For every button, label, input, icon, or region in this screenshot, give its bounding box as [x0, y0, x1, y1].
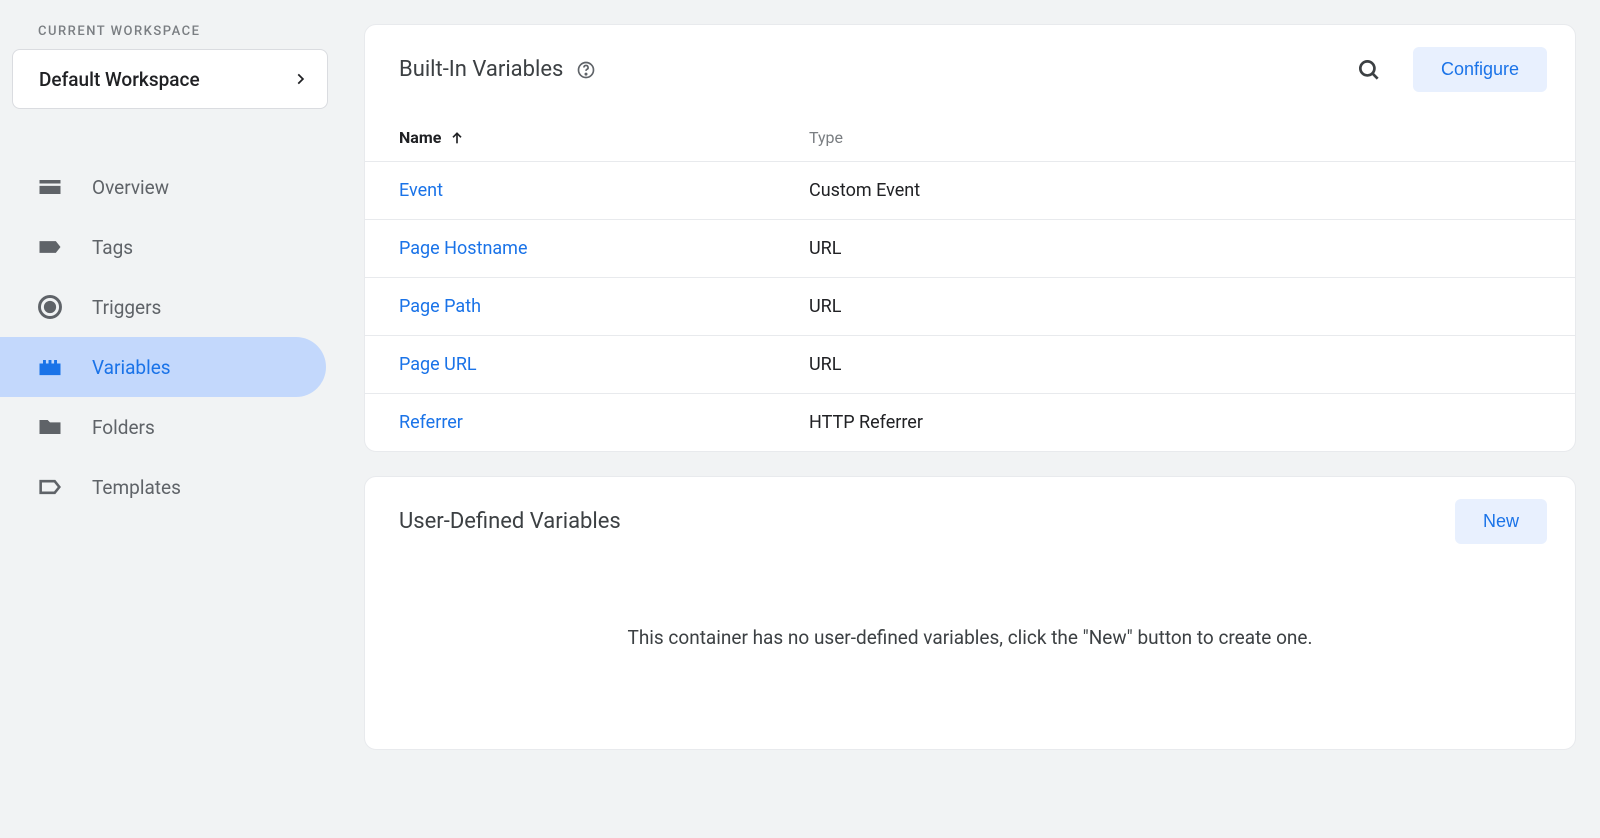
folder-icon: [36, 413, 64, 441]
sidebar-item-label: Folders: [92, 416, 155, 439]
sidebar-item-tags[interactable]: Tags: [0, 217, 326, 277]
trigger-icon: [36, 293, 64, 321]
variable-type: HTTP Referrer: [809, 412, 1541, 433]
column-header-name[interactable]: Name: [399, 128, 809, 147]
workspace-name: Default Workspace: [39, 68, 200, 91]
variable-name-link[interactable]: Page URL: [399, 354, 809, 375]
table-row[interactable]: Page URL URL: [365, 336, 1575, 394]
sidebar-item-templates[interactable]: Templates: [0, 457, 326, 517]
chevron-right-icon: [293, 68, 307, 90]
card-header: User-Defined Variables New: [365, 477, 1575, 566]
card-header: Built-In Variables Configure: [365, 25, 1575, 114]
variable-name-link[interactable]: Referrer: [399, 412, 809, 433]
empty-state-message: This container has no user-defined varia…: [365, 566, 1575, 749]
workspace-selector[interactable]: Default Workspace: [12, 49, 328, 109]
variable-name-link[interactable]: Page Hostname: [399, 238, 809, 259]
table-row[interactable]: Page Path URL: [365, 278, 1575, 336]
variable-type: Custom Event: [809, 180, 1541, 201]
variable-name-link[interactable]: Page Path: [399, 296, 809, 317]
help-icon[interactable]: [575, 59, 597, 81]
variable-type: URL: [809, 238, 1541, 259]
sidebar-nav: Overview Tags Triggers Variables: [0, 157, 340, 517]
sidebar-item-folders[interactable]: Folders: [0, 397, 326, 457]
table-row[interactable]: Event Custom Event: [365, 162, 1575, 220]
sidebar-item-triggers[interactable]: Triggers: [0, 277, 326, 337]
configure-button[interactable]: Configure: [1413, 47, 1547, 92]
search-icon: [1356, 57, 1382, 83]
workspace-section-label: CURRENT WORKSPACE: [0, 24, 340, 49]
sort-ascending-icon: [449, 130, 465, 146]
sidebar-item-label: Overview: [92, 176, 169, 199]
new-button[interactable]: New: [1455, 499, 1547, 544]
variable-type: URL: [809, 296, 1541, 317]
column-header-type[interactable]: Type: [809, 128, 1541, 147]
sidebar-item-variables[interactable]: Variables: [0, 337, 326, 397]
sidebar-item-label: Triggers: [92, 296, 161, 319]
tag-icon: [36, 233, 64, 261]
builtin-variables-card: Built-In Variables Configure Na: [364, 24, 1576, 452]
search-button[interactable]: [1349, 50, 1389, 90]
templates-icon: [36, 473, 64, 501]
builtin-table-header: Name Type: [365, 114, 1575, 162]
table-row[interactable]: Page Hostname URL: [365, 220, 1575, 278]
user-defined-variables-card: User-Defined Variables New This containe…: [364, 476, 1576, 750]
column-header-name-label: Name: [399, 128, 441, 147]
user-defined-variables-title: User-Defined Variables: [399, 509, 621, 534]
sidebar: CURRENT WORKSPACE Default Workspace Over…: [0, 0, 340, 838]
overview-icon: [36, 173, 64, 201]
builtin-variables-title: Built-In Variables: [399, 57, 563, 82]
main-content: Built-In Variables Configure Na: [340, 0, 1600, 838]
variable-name-link[interactable]: Event: [399, 180, 809, 201]
table-row[interactable]: Referrer HTTP Referrer: [365, 394, 1575, 451]
variables-icon: [36, 353, 64, 381]
sidebar-item-label: Templates: [92, 476, 181, 499]
sidebar-item-label: Tags: [92, 236, 133, 259]
sidebar-item-label: Variables: [92, 356, 171, 379]
sidebar-item-overview[interactable]: Overview: [0, 157, 326, 217]
variable-type: URL: [809, 354, 1541, 375]
